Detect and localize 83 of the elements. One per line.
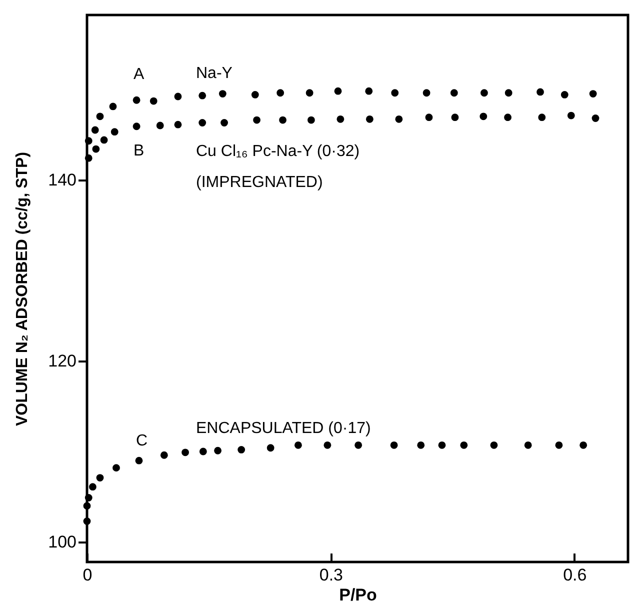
point xyxy=(174,92,182,100)
point xyxy=(100,136,108,144)
point xyxy=(276,89,284,97)
point xyxy=(214,446,222,454)
point xyxy=(324,441,332,449)
point xyxy=(83,502,91,510)
annotation: ENCAPSULATED (0·17) xyxy=(196,420,371,437)
series-label: A xyxy=(134,66,145,84)
point xyxy=(251,90,259,98)
point xyxy=(199,448,207,456)
point xyxy=(150,97,158,105)
point xyxy=(555,441,563,449)
x-axis-title: P/Po xyxy=(339,586,377,604)
point xyxy=(538,114,546,122)
point xyxy=(220,119,228,126)
point xyxy=(417,441,425,449)
point xyxy=(336,115,344,123)
point xyxy=(198,119,206,126)
point xyxy=(92,145,100,153)
point xyxy=(450,89,458,97)
point xyxy=(438,441,446,449)
point xyxy=(307,116,315,124)
point xyxy=(422,89,430,97)
point xyxy=(504,114,512,122)
point xyxy=(567,112,575,120)
x-tick-label: 0.3 xyxy=(319,566,344,584)
point xyxy=(306,89,314,97)
point xyxy=(536,88,544,96)
annotation: (IMPREGNATED) xyxy=(196,174,323,191)
y-tick-label: 100 xyxy=(48,532,76,552)
point xyxy=(334,87,342,95)
point xyxy=(391,89,399,97)
x-tick-label: 0.6 xyxy=(563,566,587,584)
y-tick-label: 120 xyxy=(48,351,76,370)
point xyxy=(425,114,433,122)
point xyxy=(182,448,189,456)
point xyxy=(84,494,92,502)
point xyxy=(504,89,512,97)
point xyxy=(109,102,117,110)
point xyxy=(390,441,398,449)
point xyxy=(365,87,373,95)
point xyxy=(112,464,120,472)
y-axis-title: VOLUME N₂ ADSORBED (cc/g, STP) xyxy=(14,152,32,426)
y-tick-label: 140 xyxy=(48,170,76,190)
series-label: C xyxy=(136,432,148,450)
point xyxy=(83,518,91,525)
point xyxy=(354,441,362,449)
point xyxy=(480,112,488,120)
point xyxy=(160,451,168,459)
point xyxy=(480,89,488,97)
point xyxy=(395,115,403,123)
point xyxy=(132,122,140,130)
point xyxy=(84,154,92,162)
point xyxy=(198,92,206,100)
point xyxy=(524,441,532,449)
annotation: Cu Cl₁₆ Pc-Na-Y (0·32) xyxy=(196,143,360,160)
point xyxy=(279,116,286,124)
point xyxy=(96,474,104,482)
point xyxy=(156,122,164,130)
point xyxy=(84,137,92,145)
point xyxy=(460,441,468,449)
point xyxy=(238,446,246,454)
point xyxy=(218,90,226,98)
point xyxy=(490,441,498,449)
point xyxy=(88,483,96,491)
point xyxy=(174,120,182,128)
point xyxy=(132,96,140,104)
point xyxy=(592,114,600,122)
point xyxy=(96,112,104,120)
point xyxy=(135,456,143,464)
point xyxy=(253,116,260,124)
point xyxy=(266,444,274,452)
annotation: Na-Y xyxy=(196,65,233,82)
point xyxy=(294,441,302,449)
point xyxy=(110,128,118,136)
point xyxy=(451,114,459,122)
point xyxy=(366,115,374,123)
point xyxy=(589,90,597,98)
point xyxy=(91,126,99,134)
x-tick-label: 0 xyxy=(82,566,92,584)
series-label: B xyxy=(134,142,144,160)
point xyxy=(560,90,568,98)
point xyxy=(580,441,588,449)
